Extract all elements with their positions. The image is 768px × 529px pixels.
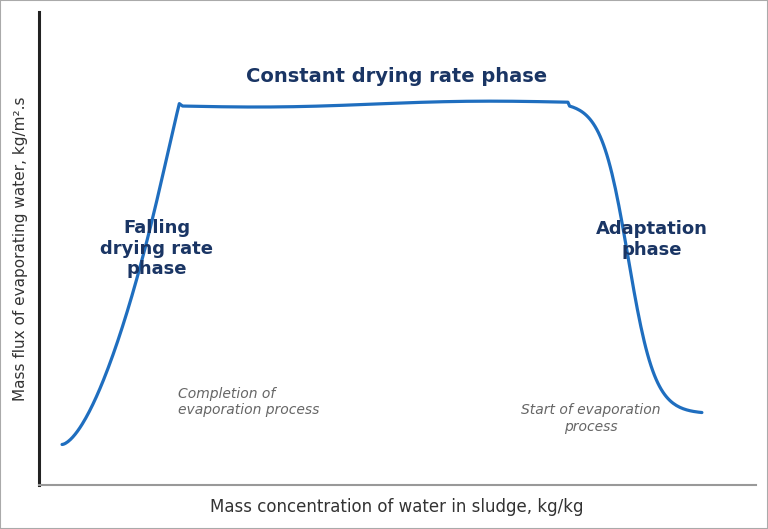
- Text: Falling
drying rate
phase: Falling drying rate phase: [101, 219, 214, 278]
- Text: Adaptation
phase: Adaptation phase: [596, 220, 707, 259]
- Y-axis label: Mass flux of evaporating water, kg/m².s: Mass flux of evaporating water, kg/m².s: [12, 96, 28, 401]
- Text: Start of evaporation
process: Start of evaporation process: [521, 404, 660, 434]
- X-axis label: Mass concentration of water in sludge, kg/kg: Mass concentration of water in sludge, k…: [210, 498, 584, 516]
- Text: Completion of
evaporation process: Completion of evaporation process: [178, 387, 319, 417]
- Text: Constant drying rate phase: Constant drying rate phase: [247, 67, 548, 86]
